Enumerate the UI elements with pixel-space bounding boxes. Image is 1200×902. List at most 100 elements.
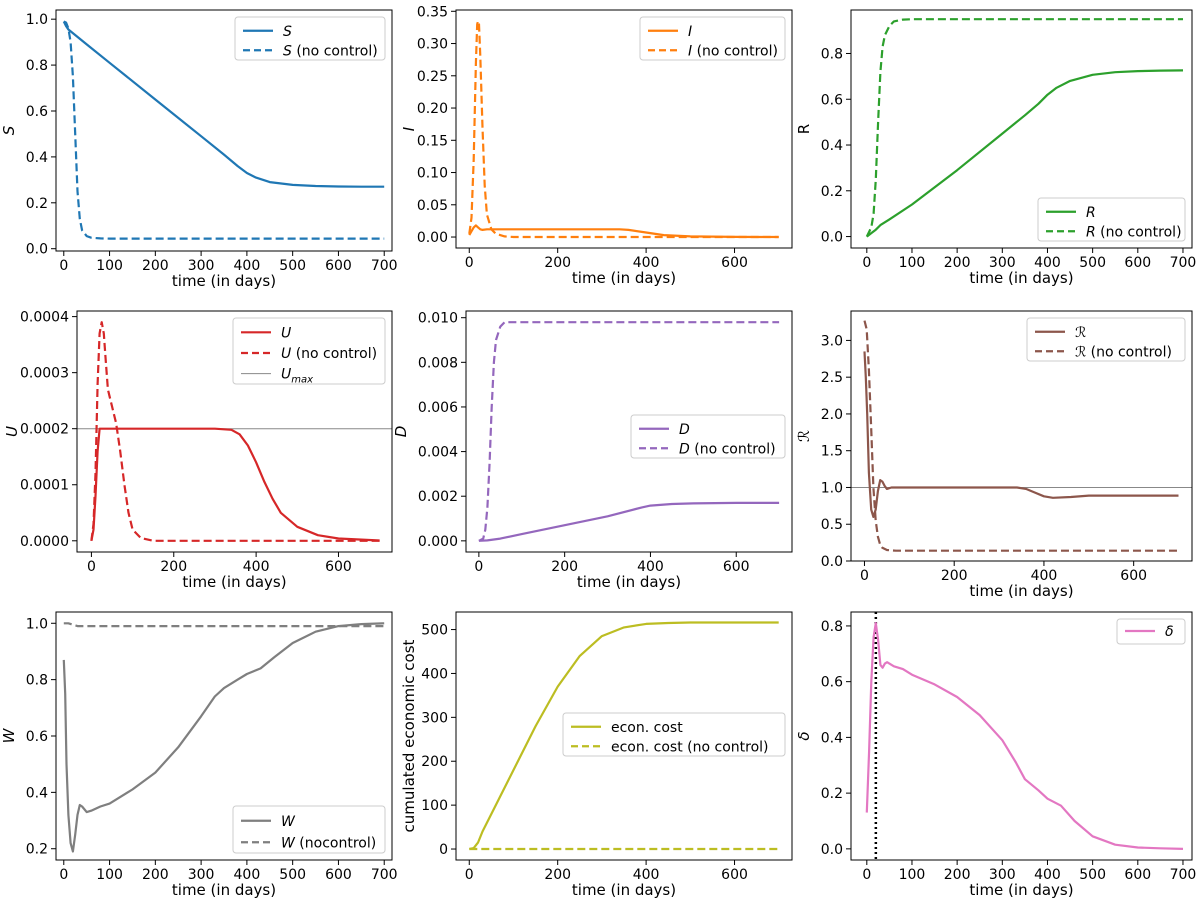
y-tick-label: 1.0 xyxy=(821,480,843,496)
x-tick-label: 700 xyxy=(371,867,398,883)
chart-panel-cost: 0 200 400 600 0 100 200 300 400 500 time (in days)… xyxy=(400,611,793,899)
x-axis-label: time (in days) xyxy=(572,269,676,287)
legend-label: ℛ (no control) xyxy=(1075,344,1172,360)
x-tick-label: 500 xyxy=(1079,255,1106,271)
x-tick-label: 100 xyxy=(96,867,123,883)
legend-label: econ. cost (no control) xyxy=(611,739,769,755)
y-axis-label: δ xyxy=(795,731,813,740)
chart-panel-W: 0 100 200 300 400 500 600 700 0.2 0.4 0.6 0.8 1.0 tim… xyxy=(0,611,398,899)
x-tick-label: 500 xyxy=(1079,867,1106,883)
series-line-I-0 xyxy=(468,224,779,239)
y-tick-label: 0.00 xyxy=(417,230,448,246)
series-line-R-1 xyxy=(865,18,1183,238)
legend-label: I xyxy=(688,24,692,40)
x-tick-label: 0 xyxy=(862,867,871,883)
axes-frame-delta xyxy=(850,611,1193,861)
x-tick-label: 200 xyxy=(944,255,971,271)
axes-frame-U xyxy=(76,310,393,553)
y-tick-label: 0.0 xyxy=(821,230,843,246)
legend-box xyxy=(232,805,386,854)
legend-label: R xyxy=(1086,205,1096,221)
legend-label: U xyxy=(281,325,291,341)
x-tick-label: 400 xyxy=(1034,867,1061,883)
y-tick-label: 0.0001 xyxy=(20,478,69,494)
y-tick-label: 0.0 xyxy=(26,242,48,258)
y-tick-label: 0.2 xyxy=(821,786,843,802)
legend-label: U (no control) xyxy=(281,346,377,362)
legend-U: U U (no control) Umax xyxy=(232,317,386,386)
x-tick-label: 0 xyxy=(465,255,474,271)
legend-delta: δ xyxy=(1116,618,1186,645)
series-line-D-0 xyxy=(478,501,780,542)
y-tick-label: 0 xyxy=(439,842,448,858)
axes-frame-R xyxy=(850,9,1193,249)
axes-frame-S xyxy=(55,9,393,252)
legend-box xyxy=(562,712,786,757)
legend-label: S (no control) xyxy=(283,43,378,59)
y-tick-label: 0.0 xyxy=(821,842,843,858)
y-tick-label: 0.010 xyxy=(418,311,458,327)
legend-R: R R (no control) xyxy=(1037,197,1186,242)
legend-label: δ xyxy=(1165,624,1174,640)
chart-panel-S: 0 100 200 300 400 500 600 700 0.0 0.2 0.4 0.6 0.8 1.0… xyxy=(0,9,398,290)
x-tick-label: 200 xyxy=(142,258,169,274)
x-tick-label: 600 xyxy=(325,559,352,575)
legend-label: D (no control) xyxy=(679,441,776,457)
y-tick-label: 0.2 xyxy=(821,184,843,200)
y-tick-label: 0.0 xyxy=(821,554,843,570)
x-axis-label: time (in days) xyxy=(172,272,276,290)
y-tick-label: 0.000 xyxy=(418,534,458,550)
chart-panel-R: 0 100 200 300 400 500 600 700 0.0 0.2 0.4 0.6 0.8 tim… xyxy=(795,9,1197,287)
y-tick-label: 0.4 xyxy=(821,138,843,154)
y-axis-label: ℛ xyxy=(795,430,813,442)
y-tick-label: 0.2 xyxy=(26,842,48,858)
y-tick-label: 300 xyxy=(421,710,448,726)
y-tick-label: 0.4 xyxy=(26,785,48,801)
y-tick-label: 0.05 xyxy=(417,198,448,214)
y-tick-label: 1.0 xyxy=(26,616,48,632)
y-tick-label: 0.8 xyxy=(26,673,48,689)
y-tick-label: 1.5 xyxy=(821,444,843,460)
x-tick-label: 200 xyxy=(551,559,578,575)
series-line-S-1 xyxy=(63,20,385,240)
x-tick-label: 600 xyxy=(721,255,748,271)
legend-label: W xyxy=(281,814,296,830)
x-tick-label: 200 xyxy=(544,867,571,883)
series-line-cost-0 xyxy=(469,621,779,851)
series-line-S-0 xyxy=(62,21,385,188)
series-line-D-1 xyxy=(478,321,780,542)
y-axis-label: R xyxy=(795,124,813,134)
legend-label: Umax xyxy=(281,367,313,386)
y-tick-label: 0.6 xyxy=(26,104,48,120)
series-line-delta-0 xyxy=(865,622,1184,850)
x-tick-label: 700 xyxy=(371,258,398,274)
y-tick-label: 0.6 xyxy=(821,675,843,691)
x-tick-label: 500 xyxy=(279,867,306,883)
series-line-I-1 xyxy=(468,19,779,239)
legend-box xyxy=(234,16,386,61)
x-tick-label: 100 xyxy=(96,258,123,274)
y-tick-label: 0.0003 xyxy=(20,366,69,382)
x-tick-label: 200 xyxy=(544,255,571,271)
chart-panel-Rcal: 0 200 400 600 0.0 0.5 1.0 1.5 2.0 2.5 3.0 time (in … xyxy=(795,310,1193,600)
y-tick-label: 200 xyxy=(421,754,448,770)
y-tick-label: 0.6 xyxy=(821,92,843,108)
series-line-R-0 xyxy=(866,69,1184,238)
y-tick-label: 0.0004 xyxy=(20,310,69,326)
axes-frame-I xyxy=(455,9,793,249)
legend-label: S xyxy=(283,24,292,40)
y-tick-label: 0.006 xyxy=(418,400,458,416)
x-tick-label: 0 xyxy=(474,559,483,575)
y-tick-label: 0.008 xyxy=(418,355,458,371)
x-tick-label: 700 xyxy=(1170,255,1197,271)
x-tick-label: 600 xyxy=(1120,568,1147,584)
x-tick-label: 600 xyxy=(325,258,352,274)
legend-label: econ. cost xyxy=(611,720,683,736)
y-tick-label: 0.6 xyxy=(26,729,48,745)
x-axis-label: time (in days) xyxy=(969,881,1073,899)
legend-label: I (no control) xyxy=(688,43,778,59)
axes-frame-Rcal xyxy=(850,310,1193,562)
x-tick-label: 600 xyxy=(723,559,750,575)
x-tick-label: 400 xyxy=(234,867,261,883)
